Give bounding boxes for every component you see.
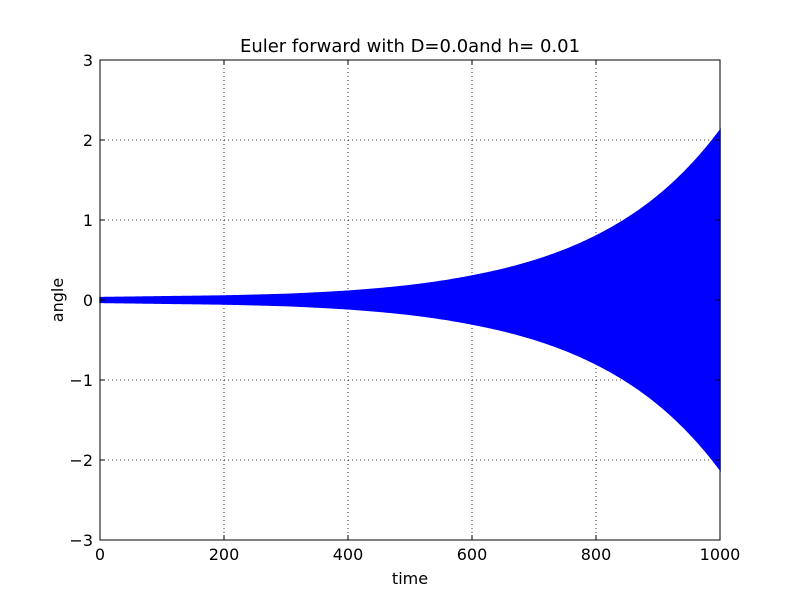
chart-title: Euler forward with D=0.0and h= 0.01: [240, 36, 580, 57]
y-tick-label: 1: [83, 211, 93, 230]
y-tick-labels: −3 −2 −1 0 1 2 3: [69, 51, 93, 550]
y-tick-label: −3: [69, 531, 93, 550]
x-tick-label: 200: [209, 545, 240, 564]
x-tick-label: 0: [95, 545, 105, 564]
x-tick-label: 1000: [700, 545, 741, 564]
plot-frame: [99, 59, 721, 541]
y-tick-label: 2: [83, 131, 93, 150]
y-tick-label: 3: [83, 51, 93, 70]
y-tick-label: −2: [69, 451, 93, 470]
x-tick-label: 400: [333, 545, 364, 564]
x-tick-labels: 0 200 400 600 800 1000: [95, 545, 740, 564]
y-tick-label: −1: [69, 371, 93, 390]
x-axis-label: time: [392, 569, 428, 588]
y-axis-label: angle: [48, 278, 67, 322]
x-tick-label: 600: [457, 545, 488, 564]
x-tick-label: 800: [581, 545, 612, 564]
y-tick-label: 0: [83, 291, 93, 310]
